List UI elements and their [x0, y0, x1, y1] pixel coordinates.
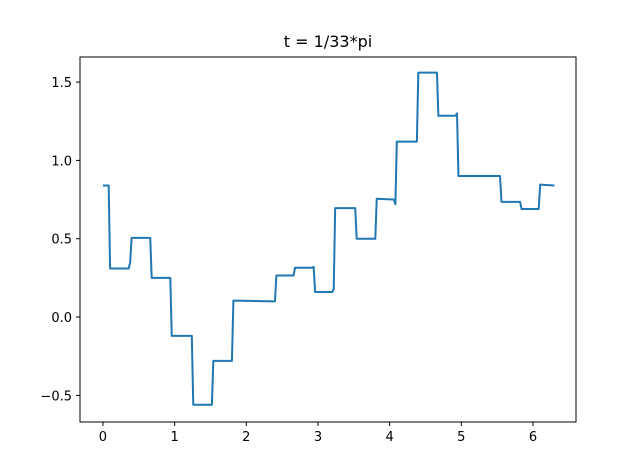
- chart-title: t = 1/33*pi: [284, 32, 372, 51]
- x-tick-label: 0: [99, 430, 107, 445]
- x-tick-label: 3: [314, 430, 322, 445]
- y-tick-label: 1.0: [51, 154, 72, 169]
- x-tick-label: 5: [457, 430, 465, 445]
- y-tick-label: 1.5: [51, 76, 72, 91]
- y-tick-label: −0.5: [40, 389, 72, 404]
- x-tick-label: 1: [170, 430, 178, 445]
- y-tick-label: 0.5: [51, 233, 72, 248]
- y-axis: −0.5 0.0 0.5 1.0 1.5: [40, 76, 80, 404]
- x-tick-label: 4: [386, 430, 394, 445]
- x-tick-label: 2: [242, 430, 250, 445]
- plot-area: [102, 71, 555, 406]
- x-tick-label: 6: [529, 430, 537, 445]
- series-line: [102, 71, 555, 406]
- axes-frame: [79, 56, 577, 423]
- y-tick-label: 0.0: [51, 311, 72, 326]
- x-axis: 0 1 2 3 4 5 6: [99, 422, 537, 445]
